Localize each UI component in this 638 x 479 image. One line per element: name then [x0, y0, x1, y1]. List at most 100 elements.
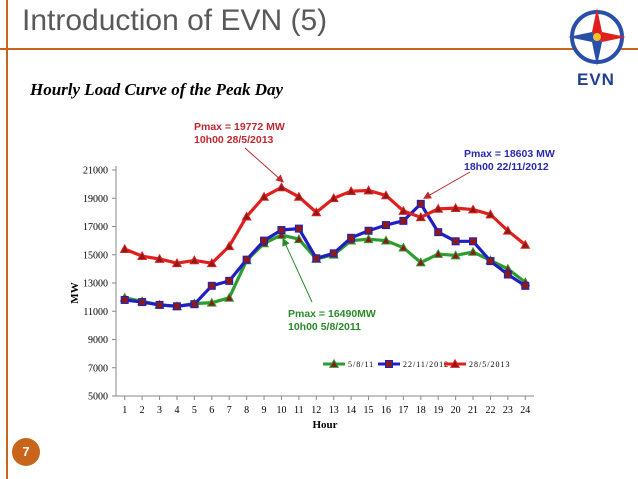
data-point: [294, 224, 303, 233]
annotation-pmax-2013: Pmax = 19772 MW 10h00 28/5/2013: [194, 121, 285, 147]
data-point: [381, 221, 390, 230]
data-point: [311, 207, 322, 217]
data-point: [120, 295, 129, 304]
y-tick-label: 9000: [88, 335, 108, 346]
data-point: [293, 233, 304, 244]
legend-label-1: 22/11/2012: [403, 360, 449, 369]
data-point: [260, 236, 269, 245]
page-number-badge: 7: [12, 438, 40, 466]
x-tick-label: 23: [503, 405, 513, 416]
x-tick-label: 9: [262, 405, 267, 416]
data-point: [241, 211, 252, 221]
data-point: [276, 182, 287, 192]
evn-logo-icon: [568, 8, 626, 66]
data-point: [450, 250, 461, 260]
annotation-pmax-2013-line1: Pmax = 19772 MW: [194, 121, 285, 133]
x-tick-label: 10: [276, 405, 286, 416]
x-tick-label: 12: [311, 405, 321, 416]
y-tick-label: 13000: [83, 279, 108, 290]
data-point: [328, 193, 339, 203]
x-tick-label: 17: [398, 405, 408, 416]
x-tick-label: 5: [192, 405, 197, 416]
x-tick-label: 16: [381, 405, 391, 416]
legend-label-0: 5/8/11: [348, 360, 374, 369]
data-point: [380, 190, 392, 200]
data-point: [137, 250, 148, 261]
data-point: [467, 204, 479, 214]
annotation-pmax-2012-line1: Pmax = 18603 MW: [464, 148, 555, 160]
data-point: [502, 225, 513, 235]
data-point: [363, 233, 374, 244]
x-tick-label: 1: [122, 405, 127, 416]
chart-subtitle: Hourly Load Curve of the Peak Day: [30, 80, 284, 99]
data-point: [364, 226, 373, 235]
y-tick-label: 19000: [83, 194, 108, 205]
data-point: [346, 185, 357, 196]
data-point: [433, 203, 444, 213]
x-tick-label: 20: [451, 405, 461, 416]
annotation-arrows: [244, 147, 471, 303]
data-point: [225, 276, 234, 285]
annotation-pmax-2011: Pmax = 16490MW 10h00 5/8/2011: [288, 308, 376, 334]
data-point: [242, 255, 251, 264]
data-point: [521, 281, 530, 290]
y-tick-label: 21000: [83, 166, 108, 177]
x-tick-label: 11: [294, 405, 304, 416]
data-point: [224, 292, 235, 302]
data-point: [258, 191, 270, 201]
x-tick-label: 3: [157, 405, 162, 416]
y-tick-label: 17000: [83, 222, 108, 233]
y-axis-title: MW: [69, 282, 81, 303]
y-tick-label: 11000: [83, 307, 108, 318]
data-point: [503, 270, 512, 279]
legend-label-2: 28/5/2013: [469, 360, 510, 369]
data-point: [312, 254, 321, 263]
annotation-pmax-2013-line2: 10h00 28/5/2013: [194, 134, 274, 146]
chart-axes: 5000700090001100013000150001700019000210…: [69, 166, 534, 431]
data-point: [433, 248, 444, 258]
data-point: [155, 300, 164, 309]
data-point: [434, 228, 443, 237]
data-point: [138, 298, 147, 307]
legend-marker-0: [328, 358, 340, 368]
legend-marker-1: [385, 360, 393, 368]
chart-series: [119, 182, 531, 311]
data-point: [520, 239, 531, 249]
x-tick-label: 22: [485, 405, 495, 416]
data-point: [189, 255, 200, 265]
legend-marker-2: [449, 358, 461, 368]
data-point: [485, 209, 496, 219]
title-underline: [0, 48, 638, 50]
data-point: [329, 249, 338, 258]
annotation-pmax-2011-line1: Pmax = 16490MW: [288, 308, 376, 320]
series-1: [120, 199, 530, 311]
x-tick-label: 7: [227, 405, 232, 416]
left-accent-rule: [6, 0, 8, 479]
data-point: [415, 257, 426, 267]
x-tick-label: 14: [346, 405, 356, 416]
annotation-pmax-2012-line2: 18h00 22/11/2012: [464, 161, 549, 173]
x-tick-label: 21: [468, 405, 478, 416]
x-tick-label: 13: [329, 405, 339, 416]
series-line-2: [124, 185, 527, 265]
y-tick-label: 15000: [83, 250, 108, 261]
x-axis-title: Hour: [312, 419, 337, 431]
arrow-pmax-2013: [244, 147, 284, 183]
chart-legend: 5/8/11 22/11/2012 28/5/2013: [323, 358, 510, 369]
data-point: [399, 216, 408, 225]
x-tick-label: 18: [416, 405, 426, 416]
data-point: [206, 297, 217, 307]
y-tick-label: 5000: [88, 392, 108, 403]
slide-title: Introduction of EVN (5): [22, 4, 328, 37]
annotation-pmax-2011-line2: 10h00 5/8/2011: [288, 321, 361, 333]
data-point: [293, 191, 304, 201]
data-point: [363, 185, 374, 195]
x-tick-label: 24: [520, 405, 530, 416]
x-tick-label: 6: [209, 405, 214, 416]
data-point: [469, 237, 478, 246]
data-point: [415, 212, 426, 222]
x-tick-label: 4: [174, 405, 179, 416]
arrow-pmax-2011: [282, 237, 313, 303]
data-point: [206, 257, 217, 268]
